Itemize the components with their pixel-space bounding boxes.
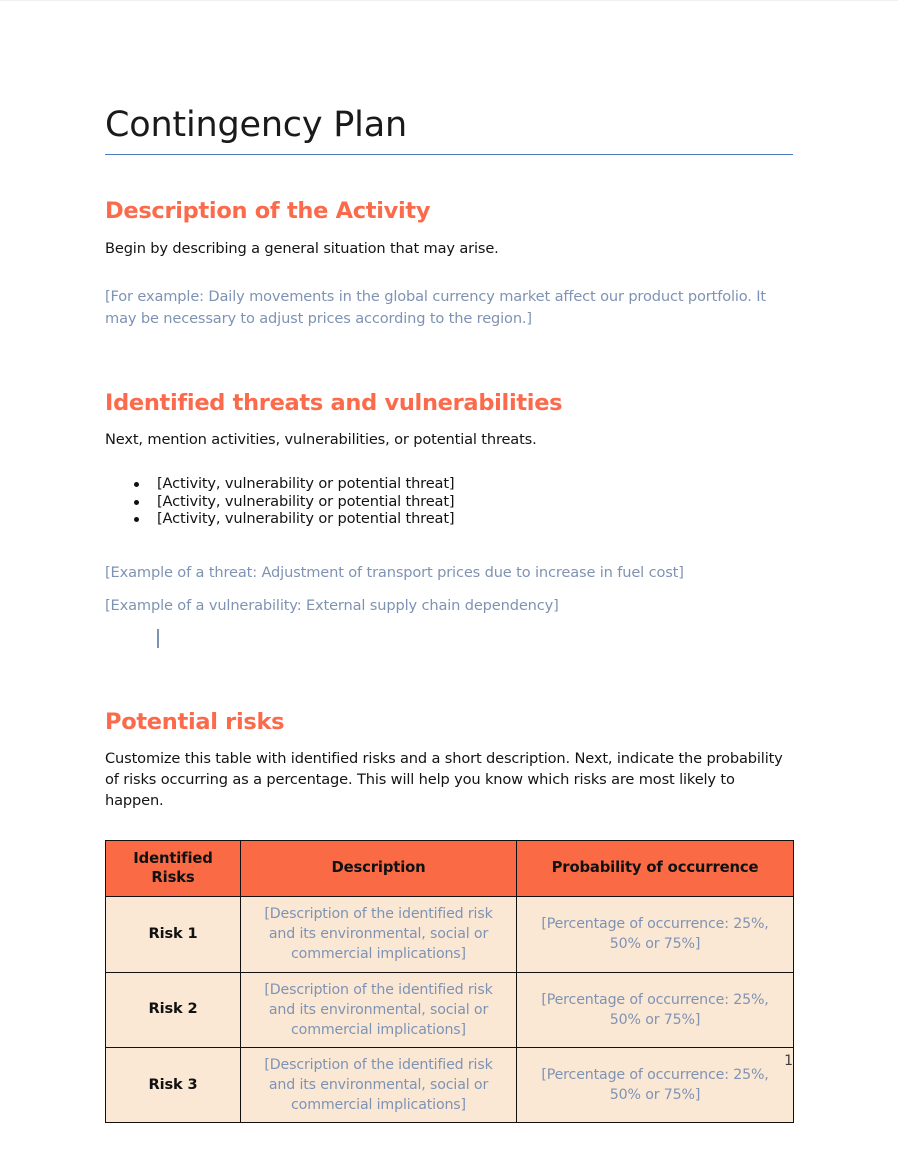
- table-body: Risk 1 [Description of the identified ri…: [105, 896, 794, 1124]
- cell-risk-probability[interactable]: [Percentage of occurrence: 25%, 50% or 7…: [516, 971, 794, 1048]
- cell-risk-probability[interactable]: [Percentage of occurrence: 25%, 50% or 7…: [516, 896, 794, 973]
- list-item-label: [Activity, vulnerability or potential th…: [157, 474, 455, 492]
- list-item-label: [Activity, vulnerability or potential th…: [157, 492, 455, 510]
- cell-risk-description[interactable]: [Description of the identified risk and …: [240, 1046, 517, 1124]
- table-header-row: Identified Risks Description Probability…: [105, 840, 794, 898]
- section-heading-threats: Identified threats and vulnerabilities: [105, 389, 563, 416]
- cell-risk-name[interactable]: Risk 2: [105, 971, 241, 1048]
- title-divider: [105, 154, 793, 156]
- list-item[interactable]: [Activity, vulnerability or potential th…: [105, 510, 793, 528]
- cell-risk-name[interactable]: Risk 3: [105, 1046, 241, 1124]
- bullet-icon: [134, 481, 139, 487]
- page-number: 1: [784, 1053, 793, 1069]
- threats-bullet-list: [Activity, vulnerability or potential th…: [105, 450, 793, 528]
- section-heading-risks: Potential risks: [105, 708, 285, 735]
- table-header: Identified Risks Description Probability…: [105, 840, 794, 898]
- column-header-identified-risks[interactable]: Identified Risks: [105, 840, 241, 898]
- text-cursor-row[interactable]: [105, 617, 793, 651]
- table-row: Risk 1 [Description of the identified ri…: [105, 896, 794, 973]
- cell-risk-probability[interactable]: [Percentage of occurrence: 25%, 50% or 7…: [516, 1046, 794, 1124]
- list-item-label: [Activity, vulnerability or potential th…: [157, 510, 455, 528]
- table-row: Risk 2 [Description of the identified ri…: [105, 971, 794, 1048]
- threats-body-text: Next, mention activities, vulnerabilitie…: [105, 430, 537, 448]
- column-header-description[interactable]: Description: [240, 840, 517, 898]
- page-title: Contingency Plan: [105, 105, 407, 145]
- bullet-icon: [134, 517, 139, 523]
- section-heading-description: Description of the Activity: [105, 198, 431, 225]
- list-item[interactable]: [Activity, vulnerability or potential th…: [105, 475, 793, 493]
- description-body-text: Begin by describing a general situation …: [105, 240, 499, 258]
- document-content: Contingency Plan Description of the Acti…: [105, 1, 794, 1124]
- threat-example-placeholder[interactable]: [Example of a threat: Adjustment of tran…: [105, 564, 684, 582]
- risks-body-text: Customize this table with identified ris…: [105, 749, 783, 809]
- potential-risks-table: Identified Risks Description Probability…: [105, 840, 794, 1124]
- vulnerability-example-placeholder[interactable]: [Example of a vulnerability: External su…: [105, 597, 559, 615]
- description-example-placeholder[interactable]: [For example: Daily movements in the glo…: [105, 288, 767, 327]
- column-header-probability[interactable]: Probability of occurrence: [516, 840, 794, 898]
- list-item[interactable]: [Activity, vulnerability or potential th…: [105, 493, 793, 511]
- text-caret-icon: [157, 628, 159, 648]
- table-row: Risk 3 [Description of the identified ri…: [105, 1046, 794, 1124]
- cell-risk-name[interactable]: Risk 1: [105, 896, 241, 973]
- cell-risk-description[interactable]: [Description of the identified risk and …: [240, 896, 517, 973]
- bullet-icon: [134, 499, 139, 505]
- risk-table-container: Identified Risks Description Probability…: [105, 811, 794, 1124]
- cell-risk-description[interactable]: [Description of the identified risk and …: [240, 971, 517, 1048]
